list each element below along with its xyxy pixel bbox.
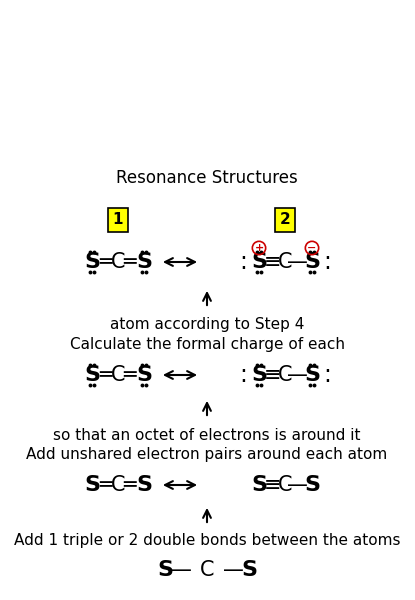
Text: :: : (323, 363, 331, 387)
Text: C: C (278, 475, 292, 495)
Text: C: C (111, 252, 125, 272)
Text: S: S (304, 475, 320, 495)
Text: ≡: ≡ (264, 365, 282, 385)
Text: ═: ═ (124, 252, 136, 272)
Text: —: — (287, 365, 308, 385)
Text: ═: ═ (124, 365, 136, 385)
Text: S: S (251, 475, 267, 495)
Text: C: C (111, 365, 125, 385)
Text: ≡: ≡ (264, 252, 282, 272)
Text: :: : (239, 250, 247, 274)
Text: —: — (287, 475, 308, 495)
Text: S: S (251, 252, 267, 272)
Text: Calculate the formal charge of each: Calculate the formal charge of each (69, 337, 344, 352)
Text: S: S (136, 252, 152, 272)
Text: —: — (287, 252, 308, 272)
Text: —: — (171, 560, 191, 580)
Text: ═: ═ (100, 252, 112, 272)
Text: :: : (239, 363, 247, 387)
Text: ═: ═ (100, 475, 112, 495)
Text: −: − (308, 243, 317, 253)
Text: Add unshared electron pairs around each atom: Add unshared electron pairs around each … (27, 448, 388, 463)
Text: Resonance Structures: Resonance Structures (116, 169, 298, 187)
Text: ═: ═ (100, 365, 112, 385)
Text: S: S (136, 365, 152, 385)
Text: ≡: ≡ (264, 475, 282, 495)
Text: S: S (304, 252, 320, 272)
Text: S: S (241, 560, 257, 580)
Text: S: S (84, 475, 100, 495)
Text: C: C (111, 475, 125, 495)
Text: C: C (278, 252, 292, 272)
Text: 2: 2 (280, 212, 290, 227)
Text: S: S (84, 365, 100, 385)
Text: S: S (251, 365, 267, 385)
Text: :: : (323, 250, 331, 274)
Text: C: C (278, 365, 292, 385)
Text: S: S (84, 252, 100, 272)
Text: S: S (136, 475, 152, 495)
Text: C: C (200, 560, 214, 580)
Text: Add 1 triple or 2 double bonds between the atoms: Add 1 triple or 2 double bonds between t… (14, 533, 400, 547)
Text: atom according to Step 4: atom according to Step 4 (110, 317, 304, 332)
Text: +: + (254, 243, 264, 253)
Text: so that an octet of electrons is around it: so that an octet of electrons is around … (53, 427, 361, 443)
Text: ═: ═ (124, 475, 136, 495)
Text: —: — (222, 560, 244, 580)
Text: S: S (157, 560, 173, 580)
Text: S: S (304, 365, 320, 385)
Text: 1: 1 (113, 212, 123, 227)
